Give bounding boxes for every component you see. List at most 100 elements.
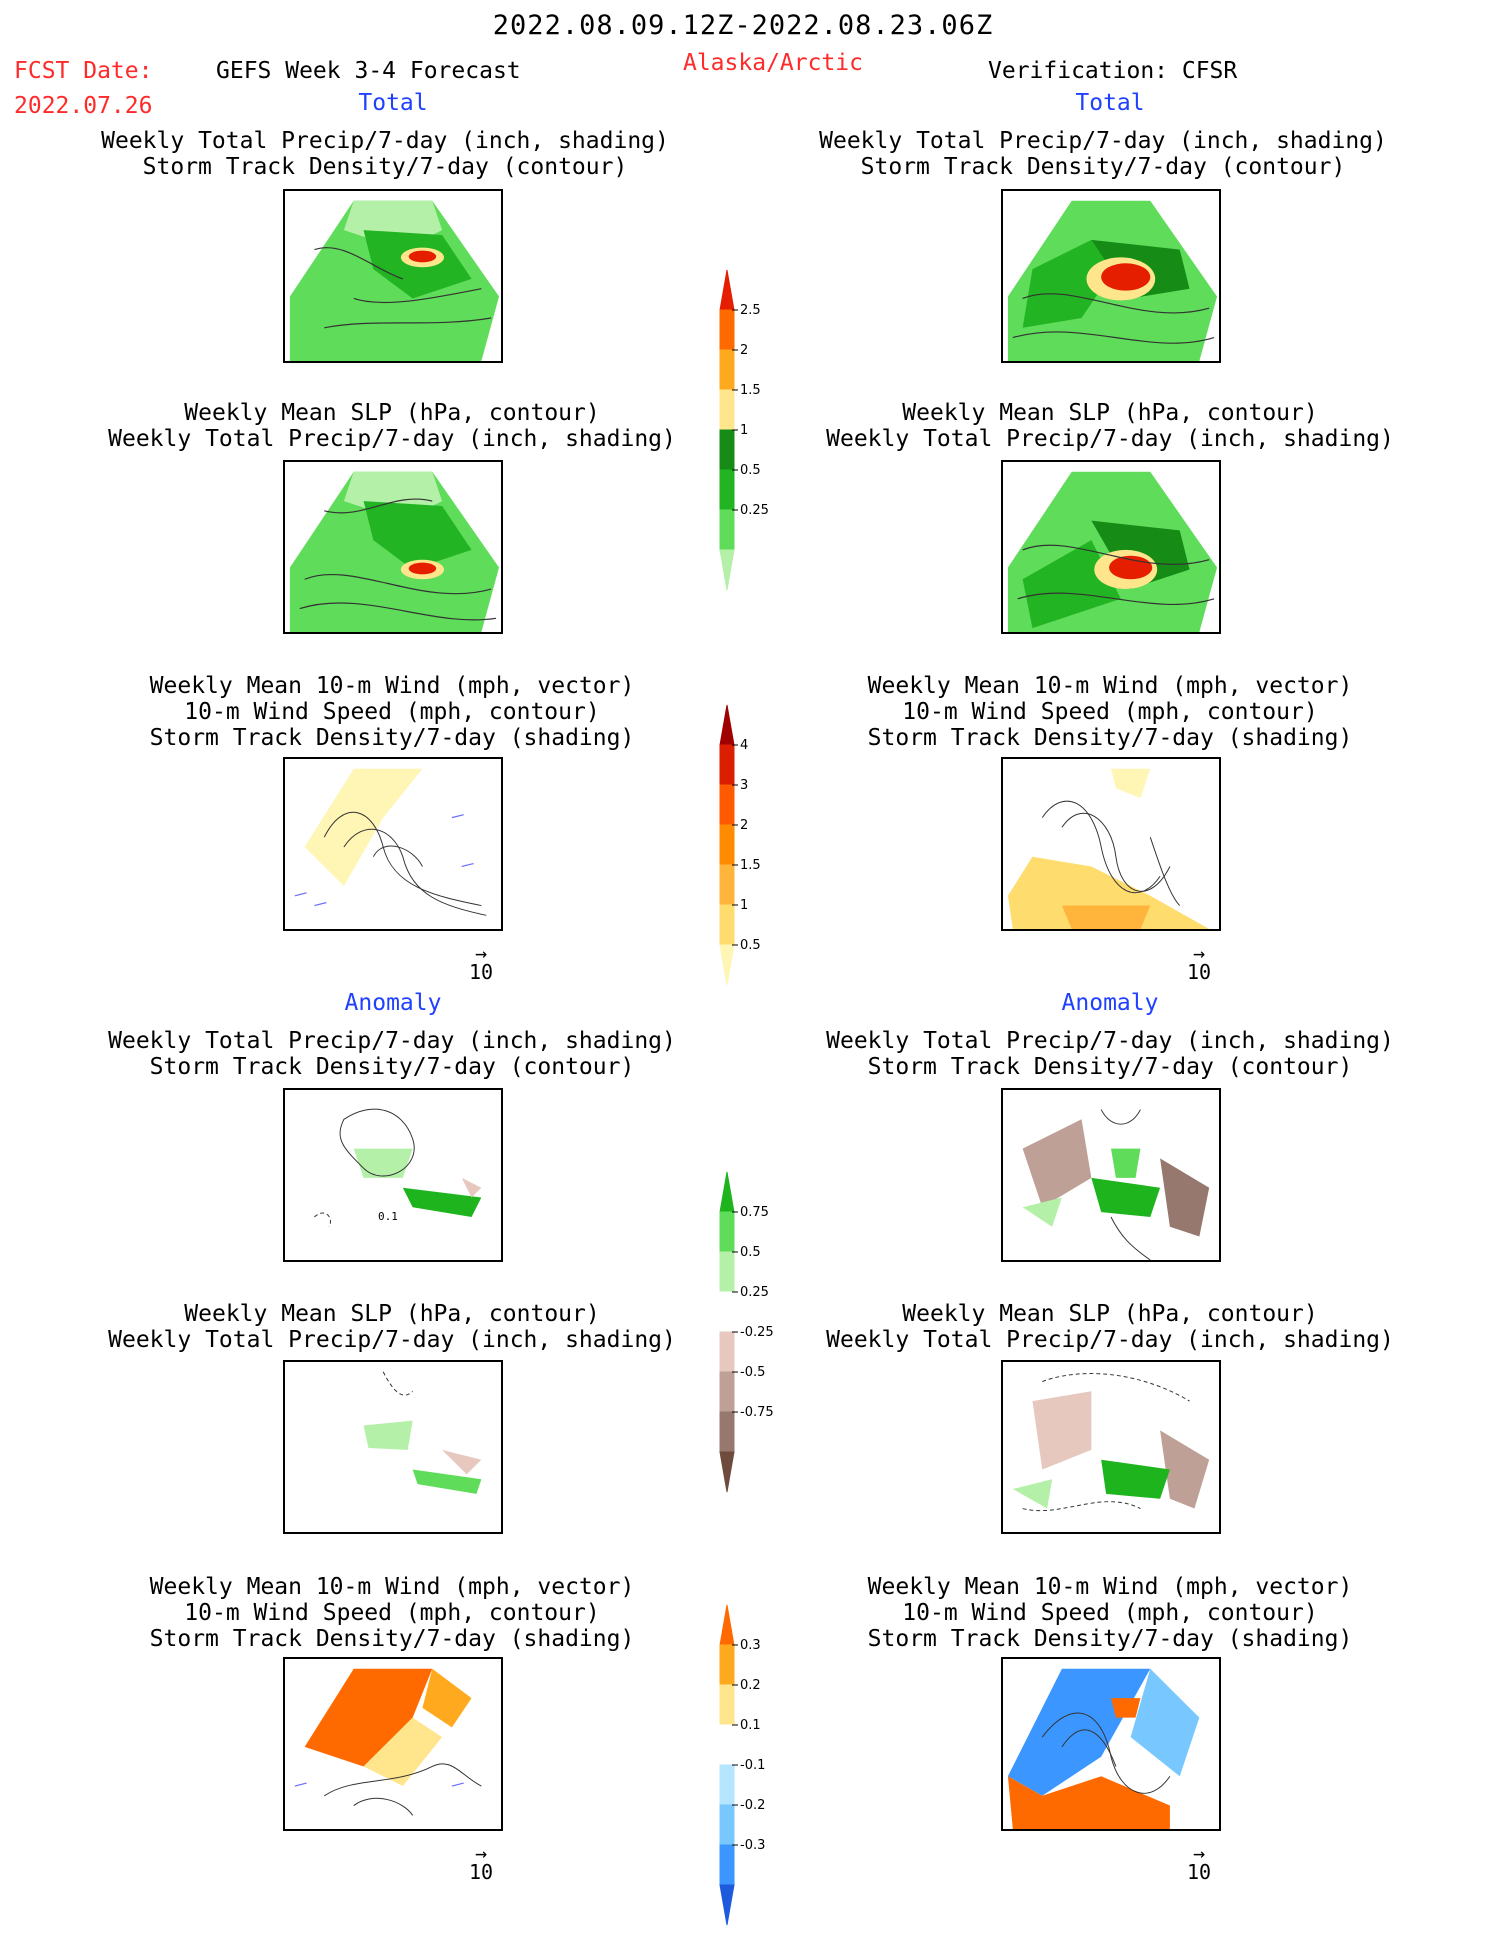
- map-slp-precip-anom-verif: [1001, 1360, 1221, 1534]
- colorbar-tick-label: 2: [740, 818, 748, 833]
- panel-title-r4: Weekly Total Precip/7-day (inch, shading…: [826, 1028, 1394, 1080]
- panel-title-l2: Weekly Mean SLP (hPa, contour) Weekly Tot…: [108, 400, 676, 452]
- panel-title-l1: Weekly Total Precip/7-day (inch, shading…: [101, 128, 669, 180]
- map-wind-track-forecast: [283, 757, 503, 931]
- map-precip-anom-forecast: [283, 1088, 503, 1262]
- colorbar-segment: [719, 1171, 735, 1213]
- colorbar-tick-label: 0.75: [740, 1205, 769, 1220]
- map-slp-precip-anom-forecast: [283, 1360, 503, 1534]
- colorbar-tick-label: 0.5: [740, 463, 761, 478]
- colorbar-segment: [719, 1291, 735, 1333]
- colorbar-tick-label: 1.5: [740, 858, 761, 873]
- colorbar-precip-total: 2.5 2 1.5 1 0.5 0.25: [719, 269, 800, 604]
- colorbar-tick-label: -0.3: [740, 1838, 765, 1853]
- colorbar-tick-label: -0.5: [740, 1365, 765, 1380]
- colorbar-segment: [719, 549, 735, 591]
- map-wind-track-anom-forecast: [283, 1657, 503, 1831]
- panel-title-l4: Weekly Total Precip/7-day (inch, shading…: [108, 1028, 676, 1080]
- colorbar-segment: [719, 469, 735, 511]
- map-total-precip-verif: [1001, 189, 1221, 363]
- colorbar-precip-anom: 0.75 0.5 0.25 -0.25 -0.5 -0.75: [719, 1171, 800, 1506]
- section-anomaly-left: Anomaly: [344, 990, 442, 1016]
- colorbar-segment: [719, 309, 735, 351]
- vector-ref-r1: → 10: [1186, 941, 1212, 984]
- colorbar-tick-label: 0.5: [740, 1245, 761, 1260]
- colorbar-segment: [719, 704, 735, 746]
- colorbar-segment: [719, 349, 735, 391]
- panel-title-r6: Weekly Mean 10-m Wind (mph, vector) 10-m …: [867, 1574, 1353, 1652]
- colorbar-tick-label: 1: [740, 423, 748, 438]
- colorbar-segment: [719, 1411, 735, 1453]
- fcst-label: FCST Date:: [14, 58, 153, 84]
- colorbar-segment: [719, 1451, 735, 1493]
- panel-title-r1: Weekly Total Precip/7-day (inch, shading…: [819, 128, 1387, 180]
- panel-title-l6: Weekly Mean 10-m Wind (mph, vector) 10-m …: [149, 1574, 635, 1652]
- colorbar-segment: [719, 744, 735, 786]
- colorbar-tick-label: 1: [740, 898, 748, 913]
- colorbar-tick-label: 4: [740, 738, 748, 753]
- colorbar-segment: [719, 824, 735, 866]
- vector-ref-l2: → 10: [468, 1841, 494, 1884]
- colorbar-segment: [719, 429, 735, 471]
- colorbar-segment: [719, 1724, 735, 1766]
- colorbar-tick-label: 3: [740, 778, 748, 793]
- map-wind-track-anom-verif: [1001, 1657, 1221, 1831]
- panel-title-l5: Weekly Mean SLP (hPa, contour) Weekly Tot…: [108, 1301, 676, 1353]
- colorbar-track-total: 4 3 2 1.5 1 0.5: [719, 704, 800, 999]
- colorbar-tick-label: -0.75: [740, 1405, 774, 1420]
- vector-ref-l1: → 10: [468, 941, 494, 984]
- colorbar-track-anom: 0.3 0.2 0.1 -0.1 -0.2 -0.3: [719, 1604, 800, 1939]
- colorbar-segment: [719, 784, 735, 826]
- colorbar-tick-label: 0.2: [740, 1678, 761, 1693]
- colorbar-tick-label: 1.5: [740, 383, 761, 398]
- colorbar-segment: [719, 1764, 735, 1806]
- map-total-precip-forecast: [283, 189, 503, 363]
- colorbar-tick-label: 2: [740, 343, 748, 358]
- colorbar-tick-label: 0.5: [740, 938, 761, 953]
- colorbar-tick-label: 0.25: [740, 1285, 769, 1300]
- colorbar-segment: [719, 1804, 735, 1846]
- panel-title-l3: Weekly Mean 10-m Wind (mph, vector) 10-m …: [149, 673, 635, 751]
- colorbar-svg: 4 3 2 1.5 1 0.5: [719, 704, 761, 986]
- colorbar-svg: 0.3 0.2 0.1 -0.1 -0.2 -0.3: [719, 1604, 765, 1926]
- section-anomaly-right: Anomaly: [1061, 990, 1159, 1016]
- colorbar-segment: [719, 509, 735, 551]
- section-total-left: Total: [358, 90, 428, 116]
- colorbar-svg: 2.5 2 1.5 1 0.5 0.25: [719, 269, 769, 591]
- colorbar-segment: [719, 1331, 735, 1373]
- colorbar-segment: [719, 1884, 735, 1926]
- colorbar-svg: 0.75 0.5 0.25 -0.25 -0.5 -0.75: [719, 1171, 774, 1493]
- colorbar-segment: [719, 1211, 735, 1253]
- colorbar-segment: [719, 904, 735, 946]
- map-wind-track-verif: [1001, 757, 1221, 931]
- colorbar-segment: [719, 1371, 735, 1413]
- colorbar-segment: [719, 1251, 735, 1293]
- colorbar-segment: [719, 389, 735, 431]
- colorbar-tick-label: 0.1: [740, 1718, 761, 1733]
- forecast-title: GEFS Week 3-4 Forecast: [216, 58, 521, 84]
- colorbar-tick-label: -0.2: [740, 1798, 765, 1813]
- colorbar-segment: [719, 864, 735, 906]
- panel-title-r5: Weekly Mean SLP (hPa, contour) Weekly Tot…: [826, 1301, 1394, 1353]
- colorbar-tick-label: -0.1: [740, 1758, 765, 1773]
- verification-label: Verification: CFSR: [988, 58, 1238, 84]
- region-label: Alaska/Arctic: [682, 50, 864, 76]
- map-slp-precip-forecast: [283, 460, 503, 634]
- colorbar-tick-label: -0.25: [740, 1325, 774, 1340]
- colorbar-segment: [719, 1644, 735, 1686]
- panel-title-r3: Weekly Mean 10-m Wind (mph, vector) 10-m …: [867, 673, 1353, 751]
- panel-title-r2: Weekly Mean SLP (hPa, contour) Weekly Tot…: [826, 400, 1394, 452]
- colorbar-tick-label: 2.5: [740, 303, 761, 318]
- section-total-right: Total: [1075, 90, 1145, 116]
- date-range: 2022.08.09.12Z-2022.08.23.06Z: [492, 10, 994, 41]
- colorbar-tick-label: 0.3: [740, 1638, 761, 1653]
- colorbar-segment: [719, 1684, 735, 1726]
- map-slp-precip-verif: [1001, 460, 1221, 634]
- map-precip-anom-verif: [1001, 1088, 1221, 1262]
- colorbar-segment: [719, 269, 735, 311]
- colorbar-segment: [719, 1604, 735, 1646]
- colorbar-segment: [719, 944, 735, 986]
- colorbar-tick-label: 0.25: [740, 503, 769, 518]
- colorbar-segment: [719, 1844, 735, 1886]
- map-contour-label: 0.1: [378, 1210, 398, 1223]
